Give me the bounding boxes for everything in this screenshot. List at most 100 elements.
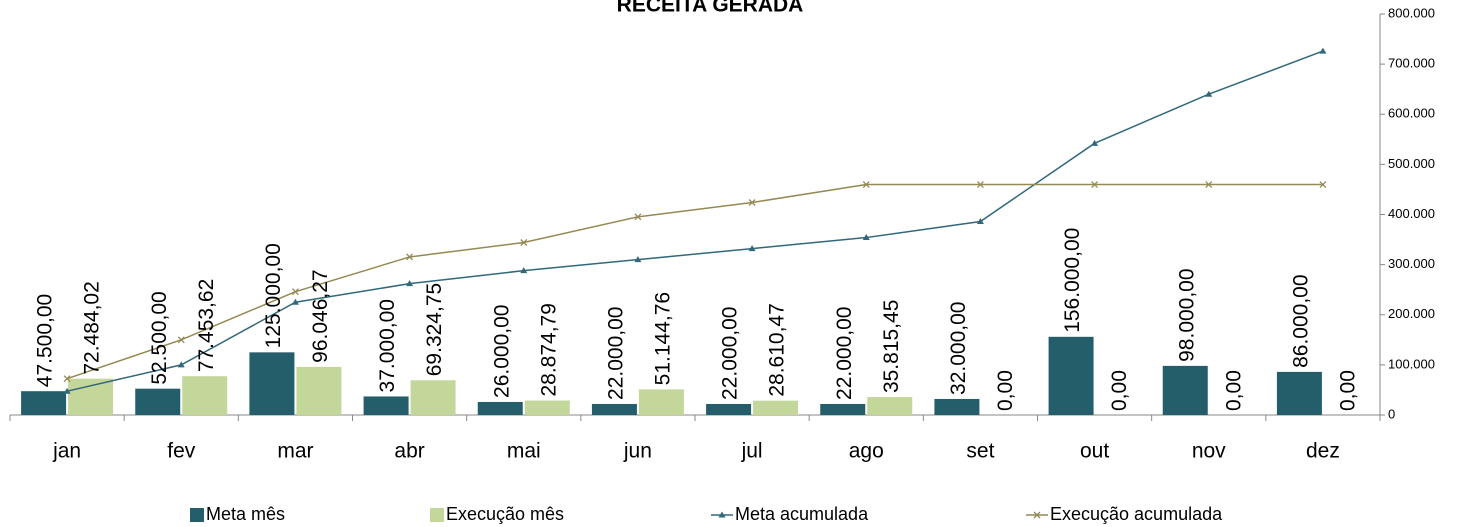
value-label: 22.000,00 <box>604 307 627 400</box>
marker <box>63 375 71 383</box>
value-label: 77.453,62 <box>195 279 218 372</box>
bar <box>249 352 295 415</box>
y2-tick-label: 0 <box>1388 406 1395 421</box>
y2-tick-label: 400.000 <box>1388 206 1435 221</box>
x-tick-label: abr <box>394 440 424 463</box>
bar <box>363 396 409 415</box>
x-tick-label: set <box>966 440 994 463</box>
bar <box>410 380 456 415</box>
legend-marker <box>1033 511 1041 519</box>
marker <box>406 253 414 261</box>
value-label: 51.144,76 <box>651 292 674 385</box>
marker <box>291 298 299 305</box>
marker <box>1205 181 1213 189</box>
value-label: 52.500,00 <box>148 291 171 384</box>
marker <box>1205 90 1213 97</box>
x-tick-label: mai <box>507 440 541 463</box>
x-tick-label: nov <box>1192 440 1226 463</box>
value-label: 0,00 <box>994 370 1017 411</box>
value-label: 22.000,00 <box>833 307 856 400</box>
marker <box>976 218 984 225</box>
marker <box>748 199 756 206</box>
bar <box>21 391 67 415</box>
marker <box>1091 181 1099 189</box>
bar <box>638 389 684 415</box>
value-label: 0,00 <box>1108 370 1131 411</box>
y2-tick-label: 300.000 <box>1388 256 1435 271</box>
bar <box>706 403 752 415</box>
bar <box>68 378 114 415</box>
bar <box>296 366 342 415</box>
legend-label: Meta acumulada <box>735 504 869 524</box>
x-tick-label: jul <box>741 440 763 463</box>
legend-swatch <box>430 508 444 522</box>
value-label: 32.000,00 <box>947 302 970 395</box>
marker <box>63 387 71 394</box>
y2-tick-label: 100.000 <box>1388 356 1435 371</box>
x-tick-label: mar <box>277 440 313 463</box>
y2-tick-label: 700.000 <box>1388 56 1435 71</box>
y2-tick-label: 500.000 <box>1388 156 1435 171</box>
legend-label: Execução mês <box>446 504 564 524</box>
value-label: 69.324,75 <box>423 283 446 376</box>
marker <box>1091 139 1099 146</box>
value-label: 28.874,79 <box>537 303 560 396</box>
legend-swatch <box>190 508 204 522</box>
marker <box>291 288 299 296</box>
value-label: 98.000,00 <box>1175 268 1198 361</box>
line <box>66 183 1323 380</box>
marker <box>862 181 870 189</box>
marker <box>520 239 528 246</box>
y2-tick-label: 800.000 <box>1388 5 1435 20</box>
bar <box>1276 371 1322 415</box>
x-tick-label: ago <box>849 440 884 463</box>
bar <box>591 403 637 415</box>
marker <box>1319 47 1327 54</box>
marker <box>862 234 870 241</box>
legend-marker <box>718 511 726 518</box>
value-label: 26.000,00 <box>490 305 513 398</box>
bar <box>934 398 980 415</box>
bar <box>477 401 523 415</box>
x-tick-label: jun <box>623 440 652 463</box>
value-label: 72.484,02 <box>81 281 104 374</box>
x-tick-label: dez <box>1306 440 1340 463</box>
bar <box>753 400 799 415</box>
bar <box>1048 336 1094 415</box>
value-label: 96.046,27 <box>309 269 332 362</box>
bar <box>182 376 228 415</box>
x-tick-label: out <box>1080 440 1109 463</box>
value-label: 0,00 <box>1336 370 1359 411</box>
marker <box>520 267 528 274</box>
marker <box>976 181 984 189</box>
y2-tick-label: 600.000 <box>1388 106 1435 121</box>
x-tick-label: fev <box>167 440 196 463</box>
bar <box>867 397 913 415</box>
value-label: 28.610,47 <box>766 303 789 396</box>
bar <box>524 400 570 415</box>
bar <box>135 388 181 415</box>
x-tick-label: jan <box>52 440 81 463</box>
y2-tick-label: 200.000 <box>1388 306 1435 321</box>
value-label: 35.815,45 <box>880 300 903 393</box>
value-label: 47.500,00 <box>34 294 57 387</box>
chart-title: RECEITA GERADA <box>617 0 804 17</box>
marker <box>634 213 642 221</box>
value-label: 0,00 <box>1222 370 1245 411</box>
line <box>66 50 1324 392</box>
bar <box>1162 365 1208 415</box>
marker <box>177 361 185 368</box>
value-label: 86.000,00 <box>1289 274 1312 367</box>
marker <box>634 256 642 263</box>
value-label: 125.000,00 <box>262 243 285 348</box>
marker <box>1319 181 1327 189</box>
value-label: 156.000,00 <box>1061 228 1084 333</box>
marker <box>406 280 414 287</box>
legend-label: Meta mês <box>206 504 285 524</box>
value-label: 37.000,00 <box>376 299 399 392</box>
marker <box>748 245 756 252</box>
bar <box>820 403 866 415</box>
marker <box>177 336 185 344</box>
value-label: 22.000,00 <box>719 307 742 400</box>
